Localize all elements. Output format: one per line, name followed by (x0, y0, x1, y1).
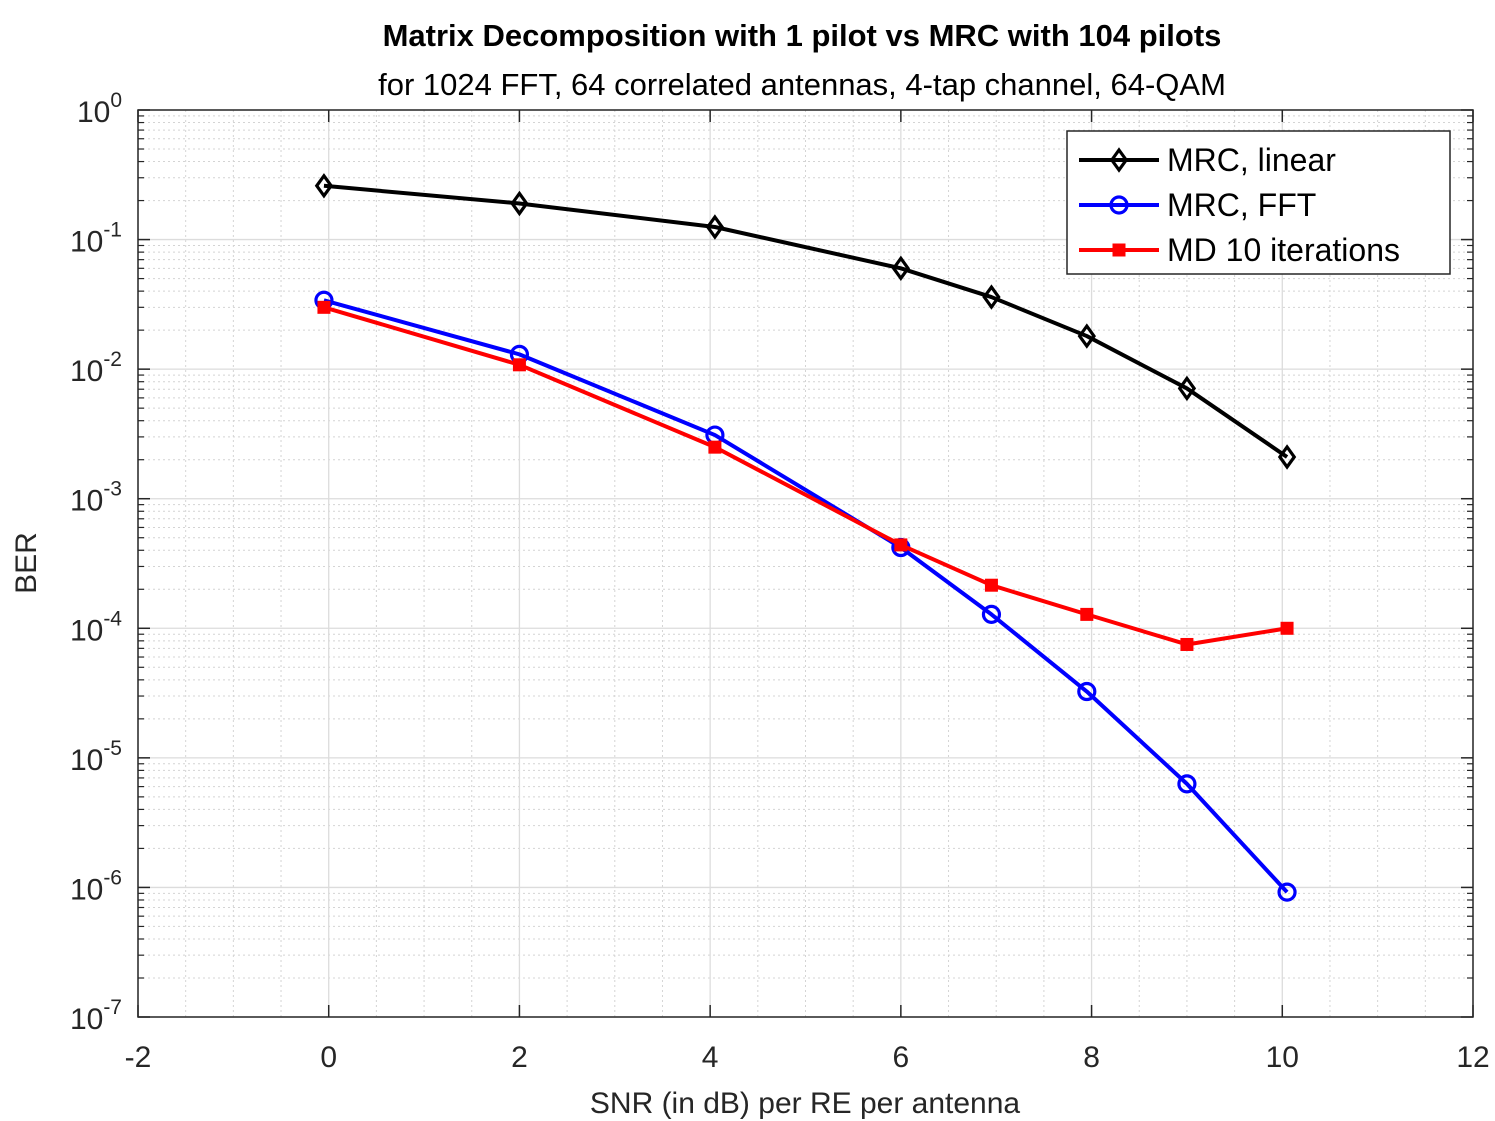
legend-item: MRC, FFT (1079, 187, 1316, 223)
data-point (982, 284, 1001, 310)
y-tick-label: 10-7 (70, 996, 122, 1036)
series-line (323, 183, 1289, 459)
series-md-10-iterations (317, 300, 1294, 651)
legend-marker (1109, 195, 1129, 215)
data-series (314, 173, 1297, 902)
x-tick-label: -2 (125, 1041, 152, 1074)
y-tick-label: 10-4 (70, 607, 122, 647)
x-tick-label: 8 (1083, 1041, 1100, 1074)
x-tick-label: 2 (511, 1041, 528, 1074)
data-point (1177, 774, 1197, 794)
data-point (1280, 621, 1294, 635)
y-tick-label: 10-1 (70, 219, 122, 259)
legend-label: MRC, FFT (1167, 187, 1316, 223)
data-point (317, 300, 331, 314)
chart-title: Matrix Decomposition with 1 pilot vs MRC… (383, 18, 1222, 53)
data-point (314, 173, 334, 199)
y-axis-label: BER (10, 532, 43, 594)
data-point (1080, 607, 1094, 621)
axes (137, 109, 1474, 1018)
data-point (1177, 375, 1197, 402)
y-tick-label: 10-5 (70, 737, 122, 777)
data-point (1277, 444, 1297, 470)
legend: MRC, linear MRC, FFT MD 10 iterations (1066, 130, 1451, 275)
x-tick-label: 10 (1266, 1041, 1299, 1074)
data-point (1277, 882, 1297, 902)
legend-marker (1109, 147, 1129, 173)
data-point (894, 538, 908, 552)
data-point (1077, 681, 1097, 702)
legend-item: MRC, linear (1079, 142, 1336, 178)
legend-label: MD 10 iterations (1167, 232, 1400, 268)
x-tick-label: 12 (1456, 1041, 1489, 1074)
x-tick-label: 4 (702, 1041, 719, 1074)
legend-marker (1112, 243, 1126, 257)
legend-item: MD 10 iterations (1079, 232, 1400, 268)
legend-label: MRC, linear (1167, 142, 1336, 178)
y-tick-label: 10-3 (70, 478, 122, 518)
axes-box (137, 109, 1474, 1018)
data-point (512, 358, 526, 372)
y-tick-label: 10-6 (70, 866, 122, 906)
series-line (323, 305, 1288, 647)
data-point (1077, 323, 1096, 349)
series-line (323, 298, 1289, 894)
chart-subtitle: for 1024 FFT, 64 correlated antennas, 4-… (378, 67, 1226, 102)
data-point (705, 214, 725, 240)
tick-labels: -2 0 2 4 6 8 10 12 100 10-1 10-2 10-3 10-4 10-5 10-6 10… (70, 89, 1490, 1074)
x-tick-label: 6 (893, 1041, 910, 1074)
data-point (1180, 637, 1194, 651)
x-axis-label: SNR (in dB) per RE per antenna (590, 1087, 1021, 1120)
data-point (981, 604, 1002, 624)
data-point (708, 440, 722, 454)
data-point (891, 255, 911, 282)
data-point (984, 578, 998, 592)
y-tick-label: 10-2 (70, 348, 122, 388)
x-tick-label: 0 (320, 1041, 337, 1074)
data-point (510, 190, 529, 217)
y-tick-label: 100 (77, 89, 122, 129)
series-mrc-linear (314, 173, 1297, 470)
